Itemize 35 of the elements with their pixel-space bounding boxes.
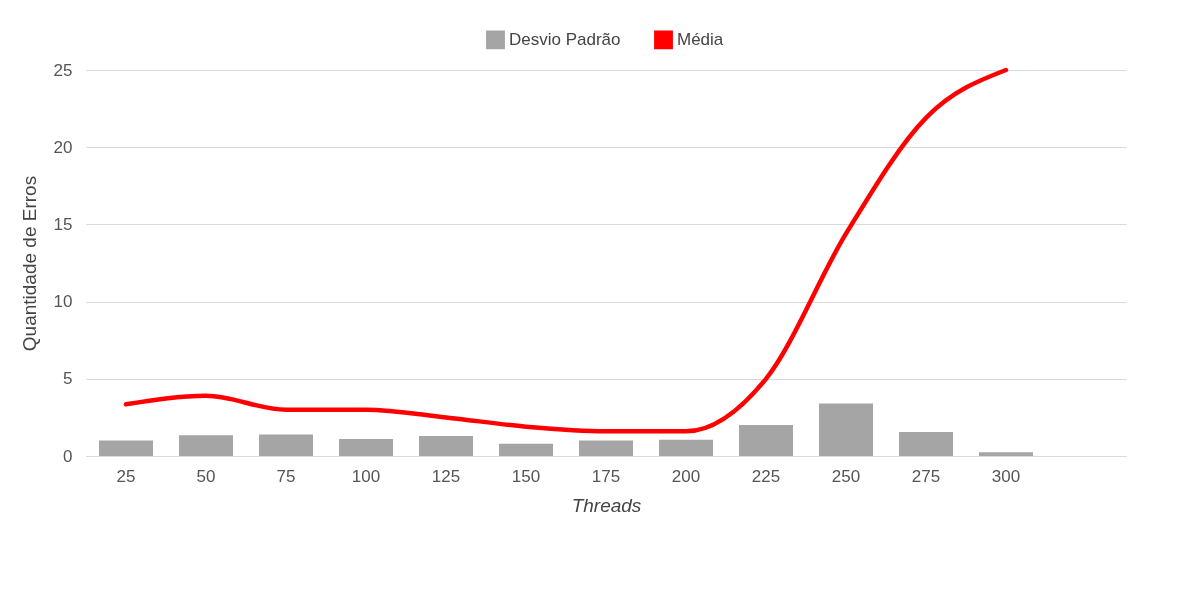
bar (259, 434, 313, 456)
bar (739, 425, 793, 456)
x-tick-label: 50 (196, 466, 216, 486)
bar (659, 439, 713, 456)
x-tick-label: 150 (511, 466, 541, 486)
x-tick-label: 175 (591, 466, 621, 486)
x-tick-label: 100 (351, 466, 381, 486)
y-tick-label: 15 (53, 214, 73, 234)
y-tick-label: 25 (53, 60, 73, 80)
y-axis-title: Quantidade de Erros (18, 175, 40, 352)
y-tick-label: 5 (63, 369, 73, 389)
y-tick-label: 20 (53, 137, 73, 157)
x-tick-label: 25 (116, 466, 136, 486)
x-tick-label: 250 (831, 466, 861, 486)
bar (339, 439, 393, 456)
y-tick-label: 10 (53, 292, 73, 312)
x-tick-label: 125 (431, 466, 461, 486)
x-tick-label: 300 (991, 466, 1021, 486)
legend-label: Média (677, 29, 724, 49)
x-tick-label: 225 (751, 466, 781, 486)
bar (179, 435, 233, 456)
x-tick-label: 75 (276, 466, 296, 486)
bar (99, 440, 153, 456)
x-tick-label: 275 (911, 466, 941, 486)
line-series (123, 67, 1009, 434)
y-tick-label: 0 (63, 446, 73, 466)
bar (419, 435, 473, 456)
bar (499, 443, 553, 456)
x-tick-label: 200 (671, 466, 701, 486)
x-axis-title: Threads (571, 494, 642, 516)
bar (979, 452, 1033, 456)
bar (819, 403, 873, 456)
legend-label: Desvio Padrão (509, 29, 621, 49)
bar (579, 440, 633, 456)
bar (899, 432, 953, 456)
